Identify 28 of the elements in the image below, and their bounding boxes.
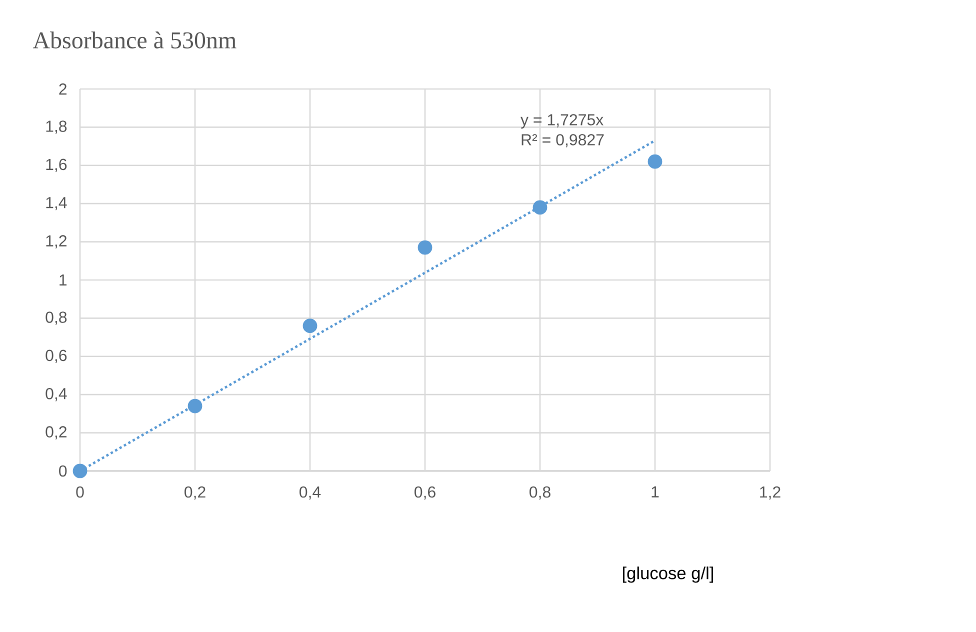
x-tick-label: 1 xyxy=(652,486,659,498)
x-tick-label: 0,4 xyxy=(300,486,321,500)
y-tick-label: 0,4 xyxy=(46,388,67,402)
y-tick-label: 2 xyxy=(59,83,66,95)
x-tick-label: 0 xyxy=(76,486,84,498)
y-tick-label: 0,8 xyxy=(46,312,67,325)
y-tick-label: 0,6 xyxy=(46,350,67,363)
y-tick-label: 1,4 xyxy=(46,197,67,210)
point xyxy=(302,318,318,334)
y-tick-label: 1,8 xyxy=(46,120,67,134)
point xyxy=(72,464,88,478)
x-tick-label: 0,2 xyxy=(184,486,206,500)
y-tick-label: 1,2 xyxy=(46,235,66,248)
point xyxy=(188,398,202,414)
y-tick-label: 0 xyxy=(59,465,67,477)
x-tick-label: 0,6 xyxy=(414,486,436,500)
x-tick-label: 1,2 xyxy=(760,486,780,500)
x-axis-title: [glucose g/l] xyxy=(622,566,713,583)
chart-title: Absorbance à 530nm xyxy=(32,32,236,48)
x-tick-label: 0,8 xyxy=(530,486,550,500)
point xyxy=(648,154,662,169)
annotation: R² = 0,9827 xyxy=(522,134,604,148)
y-tick-label: 1 xyxy=(60,274,67,286)
annotation: y = 1,7275x xyxy=(520,114,604,129)
point xyxy=(532,200,548,215)
y-tick-label: 1,6 xyxy=(46,158,67,172)
y-tick-label: 0,2 xyxy=(46,426,66,440)
point xyxy=(418,240,432,255)
